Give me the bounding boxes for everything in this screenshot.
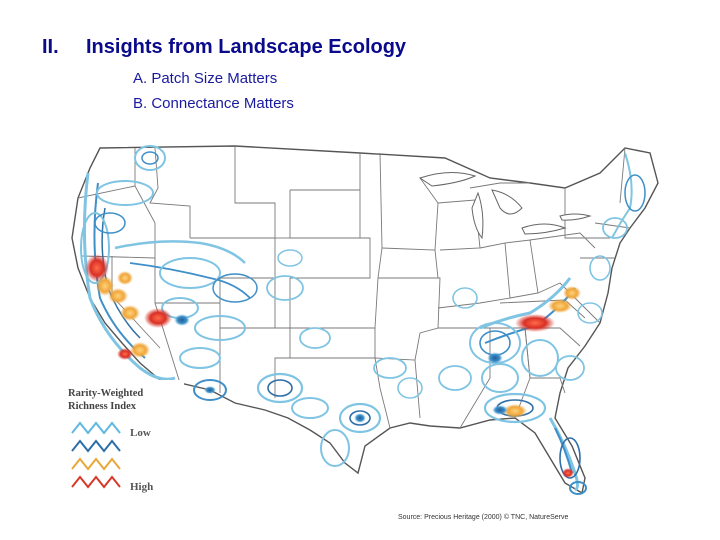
subitem-connectance: B. Connectance Matters <box>133 95 294 112</box>
title-text: Insights from Landscape Ecology <box>86 36 407 58</box>
us-biodiversity-map: Rarity-Weighted Richness Index Low High … <box>64 145 659 521</box>
slide-title: II. Insights from Landscape Ecology <box>42 36 406 59</box>
legend-zigzag-high-orange <box>71 457 121 471</box>
legend-title-line2: Richness Index <box>68 401 137 412</box>
legend-low-label: Low <box>130 427 151 439</box>
legend-title-line1: Rarity-Weighted <box>68 388 143 399</box>
legend-high-label: High <box>130 481 153 493</box>
legend-zigzag-low-light <box>71 421 121 435</box>
section-number: II. <box>42 36 59 58</box>
legend-zigzag-low-dark <box>71 439 121 453</box>
richness-hotspots <box>85 254 581 478</box>
source-credit: Source: Precious Heritage (2000) © TNC, … <box>398 513 568 521</box>
legend-zigzag-high-red <box>71 475 121 489</box>
richness-contours <box>80 145 646 495</box>
state-borders <box>77 146 631 429</box>
great-lakes <box>418 172 592 240</box>
subitem-patch-size: A. Patch Size Matters <box>133 70 278 87</box>
map-legend: Rarity-Weighted Richness Index Low High <box>64 380 184 502</box>
